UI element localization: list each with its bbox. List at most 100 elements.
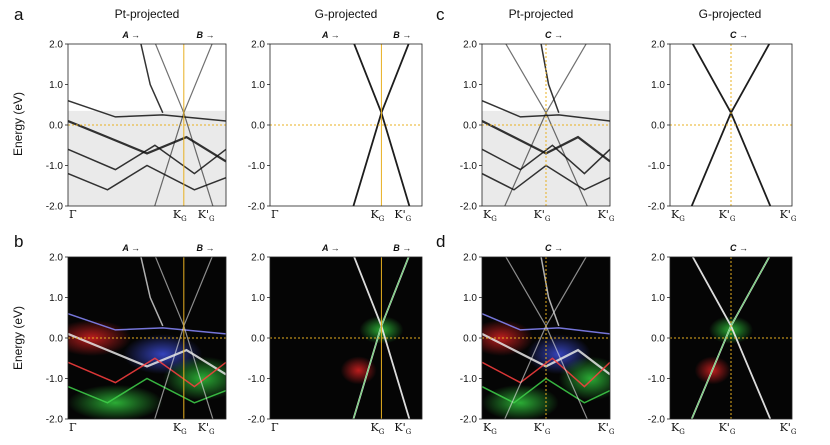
- column-title-2: G-projected: [315, 7, 378, 21]
- k-point-label: Γ: [271, 208, 279, 221]
- y-tick-label: 2.0: [251, 40, 265, 51]
- y-tick-label: 1.0: [651, 80, 665, 91]
- band-line: [540, 44, 560, 114]
- direction-label: C →: [545, 30, 563, 40]
- band-panel-r2-c3: 2.0 1.0 0.0 -1.0 -2.0 KG K'G K'G C →: [460, 243, 615, 436]
- band-line: [68, 119, 226, 163]
- panel-letters: a c b d: [14, 5, 445, 251]
- y-tick-label: 1.0: [251, 293, 265, 304]
- band-line: [482, 313, 610, 335]
- k-point-label: K'G: [598, 421, 615, 436]
- y-axis-label-bottom: Energy (eV): [11, 306, 25, 370]
- column-title-4: G-projected: [699, 7, 762, 21]
- band-line: [68, 357, 226, 388]
- y-tick-label: 2.0: [251, 253, 265, 264]
- band-line: [68, 377, 226, 404]
- k-point-label: KG: [371, 208, 385, 223]
- band-line: [68, 332, 226, 376]
- direction-label: A →: [121, 30, 140, 40]
- y-tick-label: 2.0: [463, 40, 477, 51]
- k-point-label: KG: [671, 421, 685, 436]
- band-line: [482, 100, 610, 122]
- y-tick-label: 0.0: [49, 334, 63, 345]
- y-tick-label: -1.0: [248, 161, 266, 172]
- k-point-label: K'G: [394, 421, 411, 436]
- k-point-label: KG: [371, 421, 385, 436]
- band-panel-r2-c4: 2.0 1.0 0.0 -1.0 -2.0 KG K'G K'G C →: [648, 243, 797, 436]
- band-line: [140, 257, 164, 327]
- y-tick-label: -1.0: [460, 374, 478, 385]
- y-tick-label: -1.0: [46, 161, 64, 172]
- column-title-1: Pt-projected: [115, 7, 180, 21]
- y-axis-label-top: Energy (eV): [11, 92, 25, 156]
- y-tick-label: 2.0: [49, 40, 63, 51]
- k-point-label: K'G: [780, 208, 797, 223]
- direction-label: C →: [730, 243, 748, 253]
- band-panel-r2-c1: 2.0 1.0 0.0 -1.0 -2.0 Γ KG K'G A → B →: [46, 243, 227, 436]
- y-tick-label: 0.0: [463, 334, 477, 345]
- band-panel-r1-c2: 2.0 1.0 0.0 -1.0 -2.0 Γ KG K'G A → B →: [248, 30, 423, 223]
- k-point-label: K'G: [780, 421, 797, 436]
- y-tick-label: -2.0: [460, 415, 478, 426]
- direction-label: C →: [545, 243, 563, 253]
- y-tick-label: 1.0: [251, 80, 265, 91]
- k-point-label: K'G: [719, 208, 736, 223]
- y-tick-label: -2.0: [460, 202, 478, 213]
- direction-label: B →: [393, 243, 411, 253]
- y-tick-label: 0.0: [251, 121, 265, 132]
- y-tick-label: 2.0: [463, 253, 477, 264]
- y-tick-label: 0.0: [651, 334, 665, 345]
- y-tick-label: 0.0: [651, 121, 665, 132]
- panel-letter-c: c: [436, 5, 445, 24]
- k-point-label: K'G: [598, 208, 615, 223]
- band-panel-r2-c2: 2.0 1.0 0.0 -1.0 -2.0 Γ KG K'G A → B →: [248, 243, 423, 436]
- y-tick-label: -2.0: [248, 202, 266, 213]
- y-tick-label: 1.0: [463, 293, 477, 304]
- band-line: [482, 357, 610, 388]
- y-tick-label: -2.0: [648, 415, 666, 426]
- k-point-label: K'G: [534, 208, 551, 223]
- y-tick-label: 1.0: [463, 80, 477, 91]
- k-point-label: KG: [671, 208, 685, 223]
- y-tick-label: 2.0: [49, 253, 63, 264]
- k-point-label: Γ: [69, 208, 77, 221]
- band-line: [68, 144, 226, 175]
- y-tick-label: -2.0: [46, 202, 64, 213]
- direction-label: A →: [321, 243, 340, 253]
- direction-label: C →: [730, 30, 748, 40]
- y-tick-label: 0.0: [463, 121, 477, 132]
- band-panel-r1-c3: 2.0 1.0 0.0 -1.0 -2.0 KG K'G K'G C →: [460, 30, 615, 223]
- direction-label: B →: [196, 30, 214, 40]
- y-tick-label: -1.0: [248, 374, 266, 385]
- k-point-label: Γ: [69, 421, 77, 434]
- y-tick-label: -2.0: [46, 415, 64, 426]
- k-point-label: Γ: [271, 421, 279, 434]
- y-tick-label: -2.0: [648, 202, 666, 213]
- y-tick-label: -1.0: [648, 374, 666, 385]
- k-point-label: KG: [173, 208, 187, 223]
- panel-letter-b: b: [14, 232, 23, 251]
- direction-label: A →: [321, 30, 340, 40]
- k-point-label: KG: [483, 208, 497, 223]
- k-point-label: K'G: [198, 421, 215, 436]
- band-line: [140, 44, 164, 114]
- band-panel-r1-c4: 2.0 1.0 0.0 -1.0 -2.0 KG K'G K'G C →: [648, 30, 797, 223]
- k-point-label: KG: [483, 421, 497, 436]
- y-tick-label: 1.0: [49, 293, 63, 304]
- y-tick-label: 1.0: [49, 80, 63, 91]
- y-tick-label: -2.0: [248, 415, 266, 426]
- column-title-3: Pt-projected: [509, 7, 574, 21]
- k-point-label: K'G: [534, 421, 551, 436]
- y-tick-label: -1.0: [648, 161, 666, 172]
- k-point-label: K'G: [198, 208, 215, 223]
- y-tick-label: 2.0: [651, 253, 665, 264]
- band-panel-r1-c1: 2.0 1.0 0.0 -1.0 -2.0 Γ KG K'G A → B →: [46, 30, 227, 223]
- y-tick-label: -1.0: [460, 161, 478, 172]
- y-tick-label: 1.0: [651, 293, 665, 304]
- band-line: [540, 257, 560, 327]
- direction-label: B →: [196, 243, 214, 253]
- direction-label: A →: [121, 243, 140, 253]
- k-point-label: KG: [173, 421, 187, 436]
- y-tick-label: 2.0: [651, 40, 665, 51]
